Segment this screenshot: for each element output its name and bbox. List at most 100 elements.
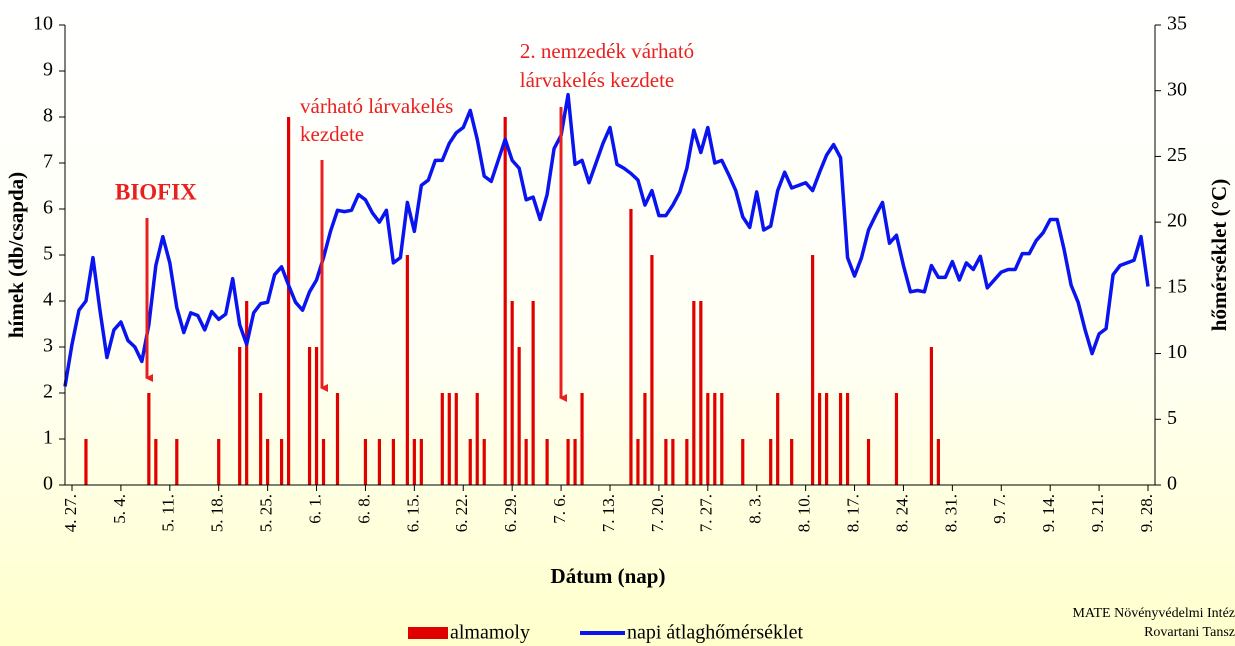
y2-tick-label: 25 [1167, 144, 1187, 166]
bar [699, 301, 703, 485]
y-tick-label: 4 [43, 289, 53, 311]
bar [503, 117, 507, 485]
y-tick-label: 5 [43, 243, 53, 265]
annotation: kezdete [300, 122, 364, 146]
y-tick-label: 10 [33, 13, 53, 35]
line [63, 92, 1150, 387]
bar [363, 439, 368, 485]
y-tick-label: 6 [43, 197, 53, 219]
bar [566, 439, 570, 485]
bar [838, 393, 843, 485]
bar [636, 439, 640, 485]
plot-area: 0 1 2 3 4 5 6 7 8 9 10 0 5 10 15 20 25 30 35 4. 27. 5. 4. 5. … [33, 13, 1187, 533]
x-tick-label: 8. 3. [746, 494, 765, 524]
y2-tick-label: 35 [1167, 13, 1187, 35]
bar [510, 301, 514, 485]
y2-tick-label: 30 [1167, 78, 1187, 100]
bar [643, 393, 647, 485]
bar [266, 439, 270, 485]
bar [147, 393, 151, 485]
x-tick-label: 6. 8. [354, 494, 373, 524]
y-tick-label: 1 [43, 427, 53, 449]
x-tick-label: 5. 11. [159, 494, 178, 532]
bar [314, 347, 319, 485]
bar [84, 439, 88, 485]
bar [468, 439, 472, 485]
x-axis-title: Dátum (nap) [551, 564, 666, 588]
bar [419, 439, 423, 485]
annotation: lárvakelés kezdete [520, 68, 675, 92]
annotation: várható lárvakelés [300, 94, 453, 118]
legend-label: almamoly [450, 622, 530, 644]
x-tick-label: 6. 15. [403, 494, 422, 532]
y2-tick-label: 0 [1167, 473, 1177, 495]
x-tick-label: 9. 28. [1137, 494, 1156, 532]
y-tick-label: 7 [43, 151, 53, 173]
credit: Rovartani Tansz [1144, 625, 1235, 640]
bar [391, 439, 395, 485]
bar [440, 393, 444, 485]
bar [217, 439, 221, 485]
bar [720, 393, 724, 485]
bar [280, 439, 284, 485]
x-tick-label: 6. 29. [501, 494, 520, 532]
bar [259, 393, 263, 485]
bar [545, 439, 549, 485]
bar [824, 393, 829, 485]
bar [706, 393, 710, 485]
y-tick-label: 2 [43, 381, 53, 403]
bar [245, 301, 249, 485]
x-tick-label: 6. 22. [452, 494, 471, 532]
y-tick-label: 8 [43, 105, 53, 127]
y2-tick-label: 5 [1167, 407, 1177, 429]
legend-label: napi átlaghőmérséklet [627, 622, 803, 644]
y-axis-title: hímek (db/csapda) [4, 172, 28, 338]
x-tick-label: 9. 14. [1039, 494, 1058, 532]
bar [447, 393, 451, 485]
bar [845, 393, 850, 485]
bar [664, 439, 668, 485]
bar [790, 439, 794, 485]
bar [685, 439, 689, 485]
y-tick-label: 0 [43, 473, 53, 495]
bar [454, 393, 458, 485]
annotation: BIOFIX [115, 179, 197, 204]
annotation: 2. nemzedék várható [520, 39, 694, 63]
credit: MATE Növényvédelmi Intéz [1072, 606, 1235, 621]
x-tick-label: 5. 25. [257, 494, 276, 532]
x-tick-label: 7. 6. [550, 494, 569, 524]
bar [238, 347, 242, 485]
bar [866, 439, 871, 485]
bar [629, 209, 633, 485]
bar [531, 301, 535, 485]
legend-swatch [408, 627, 448, 639]
bar [524, 439, 528, 485]
bar [894, 393, 899, 485]
bar [741, 439, 745, 485]
bar [405, 255, 409, 485]
y2-tick-label: 15 [1167, 275, 1187, 297]
x-tick-label: 9. 7. [990, 494, 1009, 524]
bar [936, 439, 940, 485]
y-tick-label: 9 [43, 59, 53, 81]
bar [811, 255, 815, 485]
x-tick-label: 4. 27. [61, 494, 80, 532]
bar [377, 439, 382, 485]
bar [573, 439, 577, 485]
bar [769, 439, 773, 485]
x-tick-label: 6. 1. [305, 494, 324, 524]
bar [307, 347, 312, 485]
bar [713, 393, 717, 485]
bar [671, 439, 675, 485]
x-tick-label: 8. 24. [892, 494, 911, 532]
x-tick-label: 7. 13. [599, 494, 618, 532]
x-tick-label: 5. 18. [208, 494, 227, 532]
bar [650, 255, 654, 485]
bar [517, 347, 521, 485]
bar [321, 439, 326, 485]
bar [776, 393, 780, 485]
y2-tick-label: 20 [1167, 210, 1187, 232]
x-tick-label: 8. 10. [795, 494, 814, 532]
bar [286, 117, 291, 485]
bar [692, 301, 696, 485]
